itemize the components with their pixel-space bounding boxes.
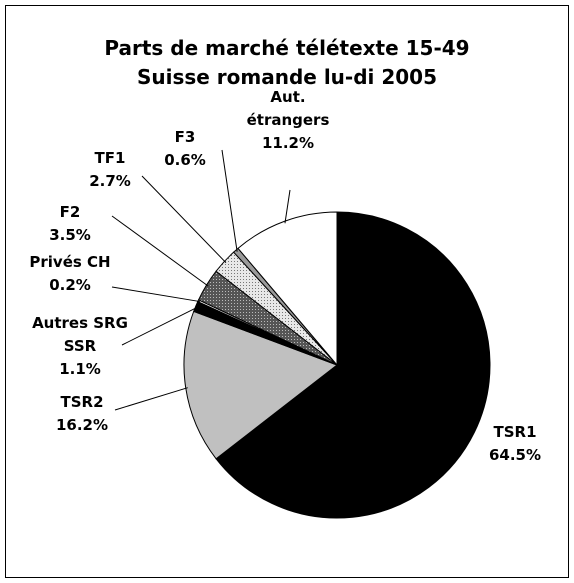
leader-line: [111, 215, 209, 287]
value-label: 64.5%: [489, 446, 541, 464]
chart-title: Suisse romande lu-di 2005: [137, 65, 437, 89]
value-label: 3.5%: [49, 226, 91, 244]
slice-label: F2: [60, 203, 81, 221]
value-label: 0.6%: [164, 151, 206, 169]
slice-label: TSR1: [493, 423, 536, 441]
slice-label: TSR2: [60, 393, 103, 411]
pie-slice: [237, 211, 338, 367]
label-line: Autres SRG: [32, 314, 128, 332]
pie-slice: [215, 211, 491, 519]
label-line: Aut.: [270, 88, 305, 106]
value-label: 1.1%: [59, 360, 101, 378]
label-line: F3: [175, 128, 196, 146]
chart-title: Parts de marché télétexte 15-49: [104, 36, 469, 60]
slice-label: Privés CH: [29, 253, 110, 271]
leader-line: [221, 149, 238, 252]
leader-line: [121, 306, 198, 346]
slice-label: F3: [175, 128, 196, 146]
leader-line: [284, 189, 291, 224]
slice-label: Aut. étrangers: [247, 88, 330, 129]
leader-line: [111, 286, 201, 303]
label-line: TSR1: [493, 423, 536, 441]
value-label: 16.2%: [56, 416, 108, 434]
label-line: SSR: [64, 337, 97, 355]
label-line: Privés CH: [29, 253, 110, 271]
slice-label: Autres SRG SSR: [32, 314, 128, 355]
label-line: TSR2: [60, 393, 103, 411]
value-label: 2.7%: [89, 172, 131, 190]
slice-label: TF1: [95, 149, 126, 167]
label-line: F2: [60, 203, 81, 221]
value-label: 0.2%: [49, 276, 91, 294]
value-label: 11.2%: [262, 134, 314, 152]
leader-line: [114, 387, 188, 411]
label-line: étrangers: [247, 111, 330, 129]
label-line: TF1: [95, 149, 126, 167]
leader-line: [141, 175, 227, 264]
